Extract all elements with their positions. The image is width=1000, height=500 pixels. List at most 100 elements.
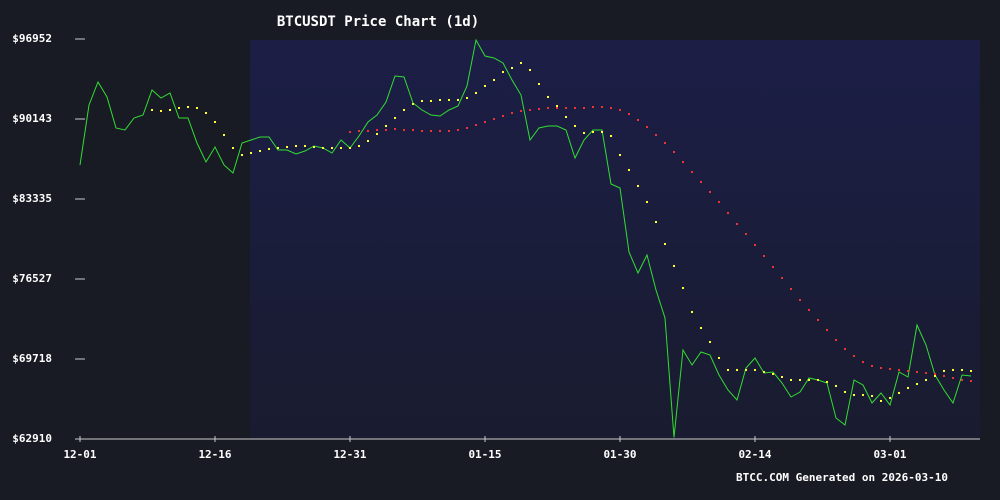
- ma-dot: [511, 66, 513, 69]
- ma-dot: [376, 133, 378, 136]
- ma-dot: [709, 190, 711, 193]
- ma-dot: [187, 105, 189, 108]
- ma-dot: [745, 368, 747, 371]
- ma-dot: [403, 128, 405, 131]
- ma-dot: [790, 378, 792, 381]
- ma-dot: [466, 96, 468, 99]
- ma-dot: [340, 146, 342, 149]
- ma-dot: [583, 132, 585, 135]
- ma-dot: [475, 123, 477, 126]
- ma-dot: [412, 128, 414, 131]
- ma-dot: [547, 106, 549, 109]
- ma-dot: [592, 130, 594, 133]
- ma-dot: [835, 338, 837, 341]
- ma-dot: [826, 328, 828, 331]
- ma-dot: [970, 369, 972, 372]
- ma-dot: [655, 133, 657, 136]
- ma-dot: [790, 287, 792, 290]
- ma-dot: [772, 372, 774, 375]
- ma-dot: [502, 70, 504, 73]
- ma-dot: [358, 129, 360, 132]
- y-tick-label: $76527: [12, 272, 52, 285]
- ma-dot: [448, 98, 450, 101]
- ma-dot: [529, 68, 531, 71]
- ma-dot: [295, 144, 297, 147]
- y-tick-label: $96952: [12, 32, 52, 45]
- ma-dot: [754, 368, 756, 371]
- ma-dot: [619, 108, 621, 111]
- price-line: [79, 38, 972, 438]
- ma-dot: [610, 106, 612, 109]
- ma-dot: [331, 146, 333, 149]
- ma-dot: [304, 144, 306, 147]
- ma-dot: [772, 265, 774, 268]
- ma-dot: [664, 141, 666, 144]
- y-tick-label: $83335: [12, 192, 52, 205]
- ma-dot: [376, 128, 378, 131]
- y-tick-label: $69718: [12, 352, 52, 365]
- ma-dot: [880, 366, 882, 369]
- footer: BTCC.COM Generated on 2026-03-10: [736, 471, 948, 484]
- ma-dot: [430, 129, 432, 132]
- ma-dot: [259, 149, 261, 152]
- ma-dot: [169, 108, 171, 111]
- ma-dot: [223, 133, 225, 136]
- ma-dot: [754, 243, 756, 246]
- ma-dot: [889, 396, 891, 399]
- ma-dot: [313, 145, 315, 148]
- ma-dot: [430, 99, 432, 102]
- ma-dot: [700, 326, 702, 329]
- ma-dot: [691, 310, 693, 313]
- ma-dot: [871, 394, 873, 397]
- ma-dot: [763, 254, 765, 257]
- ma-dot: [925, 371, 927, 374]
- x-tick-label: 12-31: [333, 448, 366, 461]
- ma-dot: [520, 61, 522, 64]
- ma-dot: [457, 98, 459, 101]
- ma-dot: [916, 370, 918, 373]
- y-tick-label: $62910: [12, 432, 52, 445]
- ma-dot: [898, 368, 900, 371]
- ma-dot: [502, 114, 504, 117]
- ma-dot: [781, 375, 783, 378]
- ma-dot: [421, 99, 423, 102]
- ma-dot: [925, 378, 927, 381]
- ma-dot: [520, 109, 522, 112]
- ma-dot: [232, 146, 234, 149]
- ma-dot: [853, 393, 855, 396]
- ma-dot: [952, 376, 954, 379]
- ma-dot: [583, 106, 585, 109]
- ma-dot: [745, 232, 747, 235]
- ma-dot: [835, 384, 837, 387]
- ma-dot: [799, 298, 801, 301]
- ma-dot: [637, 184, 639, 187]
- ma-dot: [646, 125, 648, 128]
- ma-dot: [682, 286, 684, 289]
- x-tick-label: 01-15: [468, 448, 501, 461]
- ma-dot: [826, 380, 828, 383]
- ma-dot: [601, 105, 603, 108]
- ma-dot: [817, 318, 819, 321]
- ma-dot: [718, 200, 720, 203]
- ma-dot: [628, 113, 630, 116]
- ma-dot: [763, 370, 765, 373]
- ma-dot: [394, 127, 396, 130]
- y-tick-label: $90143: [12, 112, 52, 125]
- ma-dot: [394, 116, 396, 119]
- ma-dot: [439, 129, 441, 132]
- ma-dot: [286, 145, 288, 148]
- x-tick-label: 12-01: [63, 448, 96, 461]
- ma-dot: [934, 374, 936, 377]
- ma-dot: [880, 399, 882, 402]
- ma-dot: [628, 168, 630, 171]
- ma-dot: [871, 364, 873, 367]
- ma-dot: [943, 374, 945, 377]
- ma-dot: [538, 83, 540, 86]
- ma-dot: [250, 151, 252, 154]
- chart-title: BTCUSDT Price Chart (1d): [277, 14, 479, 30]
- ma-dot: [367, 129, 369, 132]
- ma-dot: [853, 354, 855, 357]
- ma-dot: [160, 109, 162, 112]
- ma-dot: [484, 85, 486, 88]
- ma-dot: [646, 200, 648, 203]
